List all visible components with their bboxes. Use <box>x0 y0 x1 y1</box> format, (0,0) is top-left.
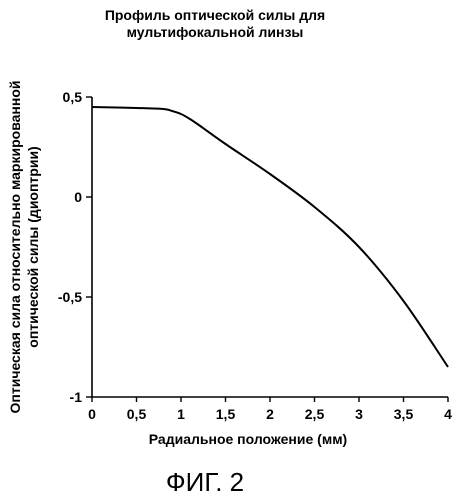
x-tick-label: 2 <box>266 406 274 422</box>
x-tick-label: 3,5 <box>394 406 414 422</box>
series-layer <box>92 107 448 367</box>
x-tick-label: 1 <box>177 406 185 422</box>
y-axis-label-line-2: оптической силы (диоптрии) <box>25 146 41 347</box>
x-axis-label: Радиальное положение (мм) <box>149 431 347 447</box>
y-axis-label-line-1: Оптическая сила относительно маркированн… <box>7 81 23 414</box>
chart-title: Профиль оптической силы для мультифокаль… <box>105 7 325 40</box>
y-ticks: 0,5 0 -0,5 -1 <box>58 89 92 405</box>
x-tick-label: 4 <box>444 406 452 422</box>
y-tick-label: 0 <box>74 189 82 205</box>
chart-title-line-1: Профиль оптической силы для <box>105 7 325 23</box>
x-ticks: 0 0,5 1 1,5 2 2,5 3 3,5 4 <box>88 397 452 422</box>
y-tick-label: 0,5 <box>63 89 83 105</box>
x-tick-label: 3 <box>355 406 363 422</box>
y-axis-label: Оптическая сила относительно маркированн… <box>7 81 41 414</box>
x-tick-label: 0 <box>88 406 96 422</box>
x-tick-label: 1,5 <box>216 406 236 422</box>
x-tick-label: 0,5 <box>127 406 147 422</box>
y-tick-label: -1 <box>70 389 83 405</box>
y-tick-label: -0,5 <box>58 289 82 305</box>
chart-title-line-2: мультифокальной линзы <box>127 24 304 40</box>
x-tick-label: 2,5 <box>305 406 325 422</box>
figure-caption: ФИГ. 2 <box>166 467 244 497</box>
axes <box>92 97 448 397</box>
power-profile-line <box>92 107 448 367</box>
